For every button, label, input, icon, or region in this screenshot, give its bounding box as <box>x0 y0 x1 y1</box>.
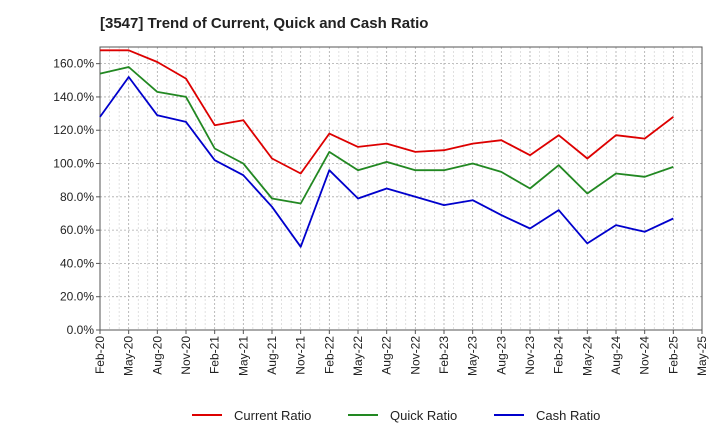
x-tick-label: May-24 <box>580 336 594 376</box>
y-tick-label: 120.0% <box>53 123 94 137</box>
x-tick-label: Aug-20 <box>150 336 164 375</box>
series-line-quick-ratio <box>99 66 674 205</box>
x-tick-label: Feb-24 <box>552 336 566 374</box>
y-tick-label: 20.0% <box>60 290 94 304</box>
x-tick-label: May-21 <box>236 336 250 376</box>
x-tick-label: Aug-24 <box>609 336 623 375</box>
x-tick-label: Nov-24 <box>638 336 652 375</box>
series-lines <box>99 49 674 248</box>
x-tick-label: Nov-22 <box>408 336 422 375</box>
x-tick-label: Aug-21 <box>265 336 279 375</box>
x-axis-ticks: Feb-20 May-20 Aug-20 Nov-20 Feb-21 May-21 Aug-… <box>93 330 709 376</box>
plot-area <box>99 46 703 331</box>
y-tick-label: 160.0% <box>53 57 94 71</box>
legend: Current Ratio Quick Ratio Cash Ratio <box>192 408 600 423</box>
y-tick-label: 100.0% <box>53 157 94 171</box>
x-tick-label: May-20 <box>122 336 136 376</box>
x-tick-label: Feb-20 <box>93 336 107 374</box>
x-tick-label: Aug-22 <box>380 336 394 375</box>
y-tick-label: 40.0% <box>60 256 94 270</box>
x-tick-label: Feb-23 <box>437 336 451 374</box>
x-tick-label: May-23 <box>466 336 480 376</box>
y-tick-label: 60.0% <box>60 223 94 237</box>
legend-label-current-ratio: Current Ratio <box>234 408 311 423</box>
x-tick-label: Nov-21 <box>294 336 308 375</box>
x-tick-label: May-22 <box>351 336 365 376</box>
y-axis-ticks: 0.0% 20.0% 40.0% 60.0% 80.0% 100.0% 120.0% 140.… <box>53 57 100 337</box>
x-tick-label: May-25 <box>695 336 709 376</box>
x-tick-label: Feb-22 <box>322 336 336 374</box>
legend-label-cash-ratio: Cash Ratio <box>536 408 600 423</box>
legend-label-quick-ratio: Quick Ratio <box>390 408 457 423</box>
y-tick-label: 140.0% <box>53 90 94 104</box>
series-line-current-ratio <box>100 49 674 175</box>
x-tick-label: Feb-25 <box>666 336 680 374</box>
series-line-cash-ratio <box>99 76 674 248</box>
x-tick-label: Aug-23 <box>494 336 508 375</box>
grid <box>99 47 703 331</box>
y-tick-label: 80.0% <box>60 190 94 204</box>
y-tick-label: 0.0% <box>67 323 95 337</box>
x-tick-label: Nov-20 <box>179 336 193 375</box>
x-tick-label: Feb-21 <box>208 336 222 374</box>
chart-title: [3547] Trend of Current, Quick and Cash … <box>100 15 428 32</box>
x-tick-label: Nov-23 <box>523 336 537 375</box>
